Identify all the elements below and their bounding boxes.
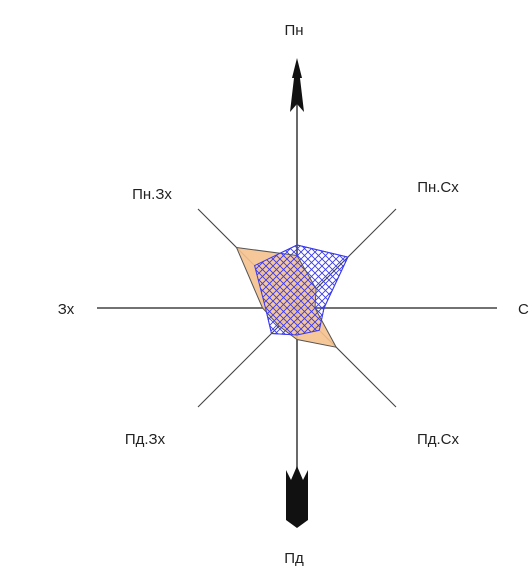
overlap-hatch [254, 247, 337, 335]
north-arrow-icon [290, 58, 304, 112]
direction-label-sw: Пд.Зх [125, 431, 166, 448]
direction-label-ne: Пн.Сх [417, 179, 459, 196]
south-arrow-icon [286, 466, 308, 528]
overlap-layer [254, 244, 349, 336]
direction-label-e: С [518, 301, 529, 318]
direction-label-w: Зх [58, 301, 75, 318]
direction-label-nw: Пн.Зх [132, 186, 172, 203]
north-south-arrows [286, 58, 308, 528]
direction-label-n: Пн [284, 22, 303, 39]
direction-label-s: Пд [284, 550, 304, 567]
direction-label-se: Пд.Сх [417, 431, 460, 448]
series-1-outline [254, 244, 349, 336]
